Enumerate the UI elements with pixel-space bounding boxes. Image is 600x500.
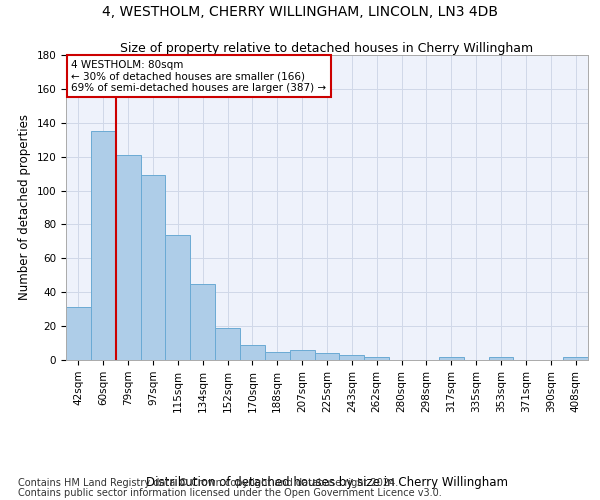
Bar (91, 131, 116, 360)
Title: Size of property relative to detached houses in Cherry Willingham: Size of property relative to detached ho… (121, 42, 533, 55)
Text: Distribution of detached houses by size in Cherry Willingham: Distribution of detached houses by size … (146, 476, 508, 489)
Text: 4 WESTHOLM: 80sqm
← 30% of detached houses are smaller (166)
69% of semi-detache: 4 WESTHOLM: 80sqm ← 30% of detached hous… (71, 60, 326, 93)
Bar (364, 356, 389, 360)
Bar (488, 356, 514, 360)
Bar (140, 176, 166, 360)
Text: 4, WESTHOLM, CHERRY WILLINGHAM, LINCOLN, LN3 4DB: 4, WESTHOLM, CHERRY WILLINGHAM, LINCOLN,… (102, 5, 498, 19)
Bar (439, 356, 464, 360)
Bar (166, 234, 190, 360)
Bar (190, 284, 215, 360)
Bar (290, 350, 314, 360)
Text: Contains public sector information licensed under the Open Government Licence v3: Contains public sector information licen… (18, 488, 442, 498)
Bar (240, 345, 265, 360)
Bar (340, 355, 364, 360)
Bar (66, 308, 91, 360)
Y-axis label: Number of detached properties: Number of detached properties (18, 114, 31, 300)
Bar (215, 328, 240, 360)
Bar (314, 353, 340, 360)
Text: Contains HM Land Registry data © Crown copyright and database right 2024.: Contains HM Land Registry data © Crown c… (18, 478, 398, 488)
Bar (116, 155, 140, 360)
Bar (563, 356, 588, 360)
Bar (265, 352, 290, 360)
